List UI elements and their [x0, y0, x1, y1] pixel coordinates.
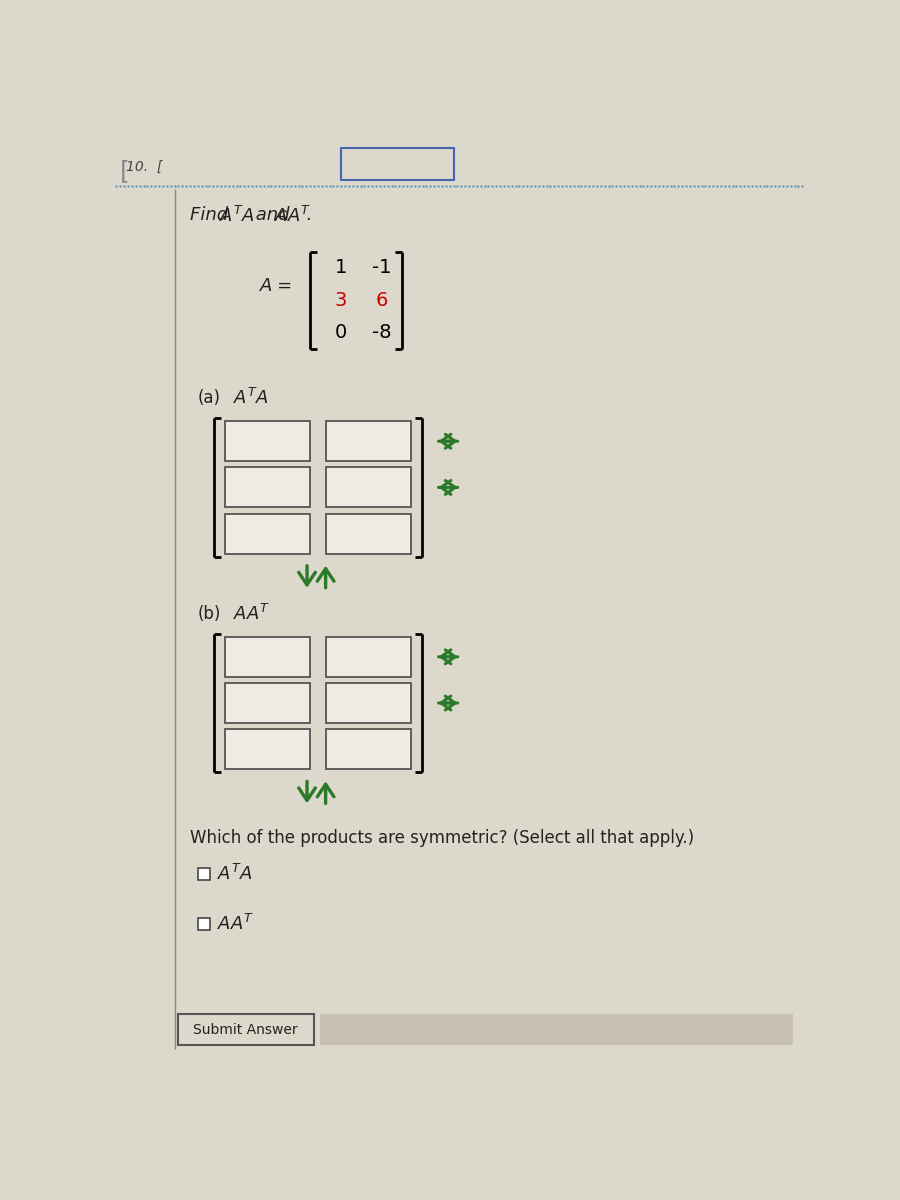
- FancyBboxPatch shape: [326, 468, 411, 508]
- FancyBboxPatch shape: [225, 468, 310, 508]
- Text: Submit Answer: Submit Answer: [194, 1022, 298, 1037]
- Text: (b): (b): [198, 605, 221, 623]
- Text: $AA^{T}$: $AA^{T}$: [217, 914, 255, 934]
- Text: $AA^{T}$: $AA^{T}$: [274, 205, 311, 226]
- Text: (a): (a): [198, 389, 220, 407]
- FancyBboxPatch shape: [225, 637, 310, 677]
- FancyBboxPatch shape: [178, 1014, 314, 1045]
- Text: [: [: [121, 160, 130, 184]
- FancyBboxPatch shape: [225, 683, 310, 724]
- FancyBboxPatch shape: [198, 868, 211, 880]
- Text: $A^{T}A$: $A^{T}A$: [232, 388, 268, 408]
- Text: 6: 6: [375, 290, 388, 310]
- FancyBboxPatch shape: [326, 683, 411, 724]
- Text: 10.  [: 10. [: [126, 160, 163, 174]
- Text: 3: 3: [335, 290, 347, 310]
- FancyBboxPatch shape: [326, 637, 411, 677]
- Text: 0: 0: [335, 323, 347, 342]
- FancyBboxPatch shape: [326, 514, 411, 553]
- FancyBboxPatch shape: [320, 1014, 793, 1045]
- FancyBboxPatch shape: [326, 421, 411, 461]
- Text: A =: A =: [260, 277, 293, 295]
- Text: -8: -8: [372, 323, 392, 342]
- Text: -1: -1: [372, 258, 392, 277]
- Text: Which of the products are symmetric? (Select all that apply.): Which of the products are symmetric? (Se…: [190, 829, 694, 847]
- FancyBboxPatch shape: [341, 148, 454, 180]
- Text: $A^{T}A$: $A^{T}A$: [217, 864, 253, 884]
- FancyBboxPatch shape: [198, 918, 211, 930]
- FancyBboxPatch shape: [225, 514, 310, 553]
- Text: Find: Find: [190, 205, 234, 223]
- FancyBboxPatch shape: [326, 730, 411, 769]
- Text: .: .: [305, 205, 311, 223]
- Text: and: and: [250, 205, 296, 223]
- Text: $AA^{T}$: $AA^{T}$: [232, 604, 270, 624]
- Text: $A^{T}A$: $A^{T}A$: [220, 205, 256, 226]
- FancyBboxPatch shape: [225, 730, 310, 769]
- FancyBboxPatch shape: [225, 421, 310, 461]
- Text: 1: 1: [335, 258, 347, 277]
